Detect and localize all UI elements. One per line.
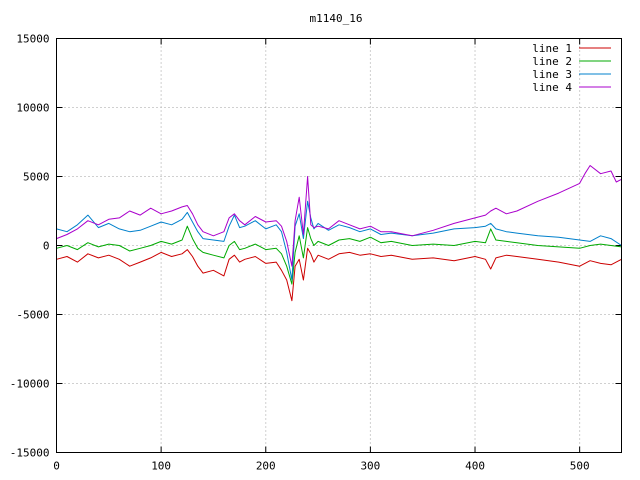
legend-label-1: line 1	[532, 42, 572, 55]
y-tick-label: 15000	[16, 33, 49, 46]
gridlines	[56, 38, 622, 453]
y-tick-label: -10000	[10, 378, 50, 391]
x-tick-label: 300	[360, 460, 380, 473]
series-line-4	[56, 165, 622, 267]
legend-label-2: line 2	[532, 55, 572, 68]
legend-label-3: line 3	[532, 68, 572, 81]
y-tick-label: 5000	[23, 171, 50, 184]
x-tick-label: 0	[53, 460, 60, 473]
legend-label-4: line 4	[532, 81, 572, 94]
x-tick-label: 100	[151, 460, 171, 473]
chart-title: m1140_16	[310, 12, 363, 25]
series-lines	[56, 165, 622, 302]
x-tick-label: 400	[465, 460, 485, 473]
x-tick-label: 200	[256, 460, 276, 473]
series-line-1	[56, 247, 622, 302]
y-tick-label: -15000	[10, 447, 50, 460]
y-tick-label: -5000	[16, 309, 49, 322]
x-tick-label: 500	[570, 460, 590, 473]
series-line-3	[56, 200, 622, 281]
plot-frame	[56, 38, 622, 453]
axis-ticks: -15000 -10000 -5000 0 5000 10000 15000 0 100 200 3…	[10, 33, 622, 473]
y-tick-label: 10000	[16, 102, 49, 115]
y-tick-label: 0	[43, 240, 50, 253]
series-line-2	[56, 225, 622, 285]
